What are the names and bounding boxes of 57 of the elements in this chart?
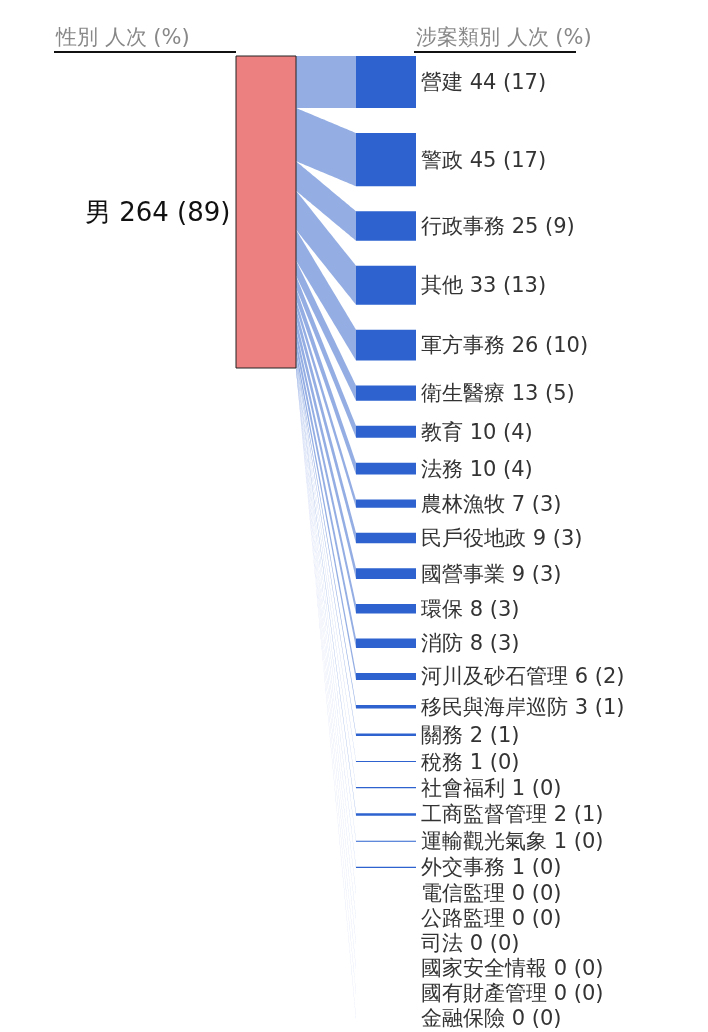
category-label: 電信監理 [421, 881, 505, 905]
data-label: 0 (0) [553, 956, 604, 980]
data-label: 8 (3) [469, 631, 520, 656]
category-label: 環保 [421, 596, 463, 621]
data-label: 3 (1) [574, 694, 625, 719]
data-label: 13 (5) [511, 381, 575, 406]
category-label: 教育 [421, 419, 463, 444]
data-label: 10 (4) [469, 419, 533, 444]
text: 性別 人次 (%) [55, 24, 190, 49]
category-label: 稅務 [421, 749, 463, 774]
category-label: 司法 [421, 931, 463, 955]
category-label: 社會福利 [421, 775, 505, 800]
category-label: 國家安全情報 [421, 956, 547, 980]
text: 男 264 (89) [84, 197, 231, 227]
category-label: 消防 [421, 631, 463, 656]
data-label: 7 (3) [511, 491, 562, 516]
category-label: 其他 [421, 273, 463, 298]
data-label: 25 (9) [511, 213, 575, 238]
data-label: 1 (0) [553, 829, 604, 854]
data-label: 2 (1) [553, 802, 604, 827]
category-label: 運輸觀光氣象 [421, 829, 547, 854]
category-label: 國有財產管理 [421, 981, 547, 1005]
text: 涉案類別 人次 (%) [416, 24, 592, 49]
data-label: 0 (0) [469, 931, 520, 955]
category-label: 外交事務 [421, 855, 505, 880]
data-label: 9 (3) [532, 526, 583, 551]
category-label: 軍方事務 [421, 333, 505, 358]
data-label: 2 (1) [469, 722, 520, 747]
category-label: 民戶役地政 [421, 526, 526, 551]
data-label: 0 (0) [511, 906, 562, 930]
data-label: 44 (17) [469, 70, 547, 94]
category-label: 衛生醫療 [421, 381, 505, 406]
data-label: 1 (0) [511, 855, 562, 880]
category-label: 警政 [421, 147, 463, 172]
category-label: 移民與海岸巡防 [421, 694, 568, 719]
data-label: 1 (0) [469, 749, 520, 774]
category-label: 關務 [421, 722, 463, 747]
category-label: 工商監督管理 [421, 802, 547, 827]
data-label: 0 (0) [511, 1006, 562, 1030]
data-label: 1 (0) [511, 775, 562, 800]
data-label: 6 (2) [574, 664, 625, 689]
data-label: 33 (13) [469, 273, 547, 298]
data-label: 45 (17) [469, 147, 547, 172]
category-label: 營建 [421, 70, 463, 94]
category-label: 河川及砂石管理 [421, 664, 568, 689]
category-label: 公路監理 [421, 906, 505, 930]
data-label: 9 (3) [511, 561, 562, 586]
data-label: 10 (4) [469, 456, 533, 481]
category-label: 法務 [421, 456, 463, 481]
category-label: 金融保險 [421, 1006, 505, 1030]
data-label: 26 (10) [511, 333, 589, 358]
category-label: 農林漁牧 [421, 491, 505, 516]
category-label: 行政事務 [421, 213, 505, 238]
category-label: 國營事業 [421, 561, 505, 586]
data-label: 0 (0) [511, 881, 562, 905]
data-label: 0 (0) [553, 981, 604, 1005]
data-label: 8 (3) [469, 596, 520, 621]
